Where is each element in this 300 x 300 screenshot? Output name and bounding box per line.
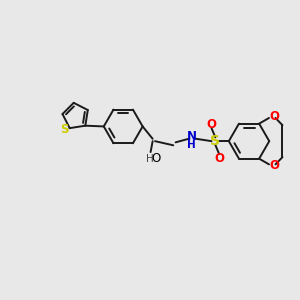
Text: H: H xyxy=(146,154,154,164)
Text: N: N xyxy=(187,130,196,143)
Text: O: O xyxy=(206,118,217,130)
Text: S: S xyxy=(210,134,220,148)
Text: O: O xyxy=(269,159,279,172)
Text: H: H xyxy=(187,140,196,150)
Text: O: O xyxy=(214,152,224,165)
Text: S: S xyxy=(60,123,69,136)
Text: O: O xyxy=(269,110,279,123)
Text: O: O xyxy=(151,152,160,165)
